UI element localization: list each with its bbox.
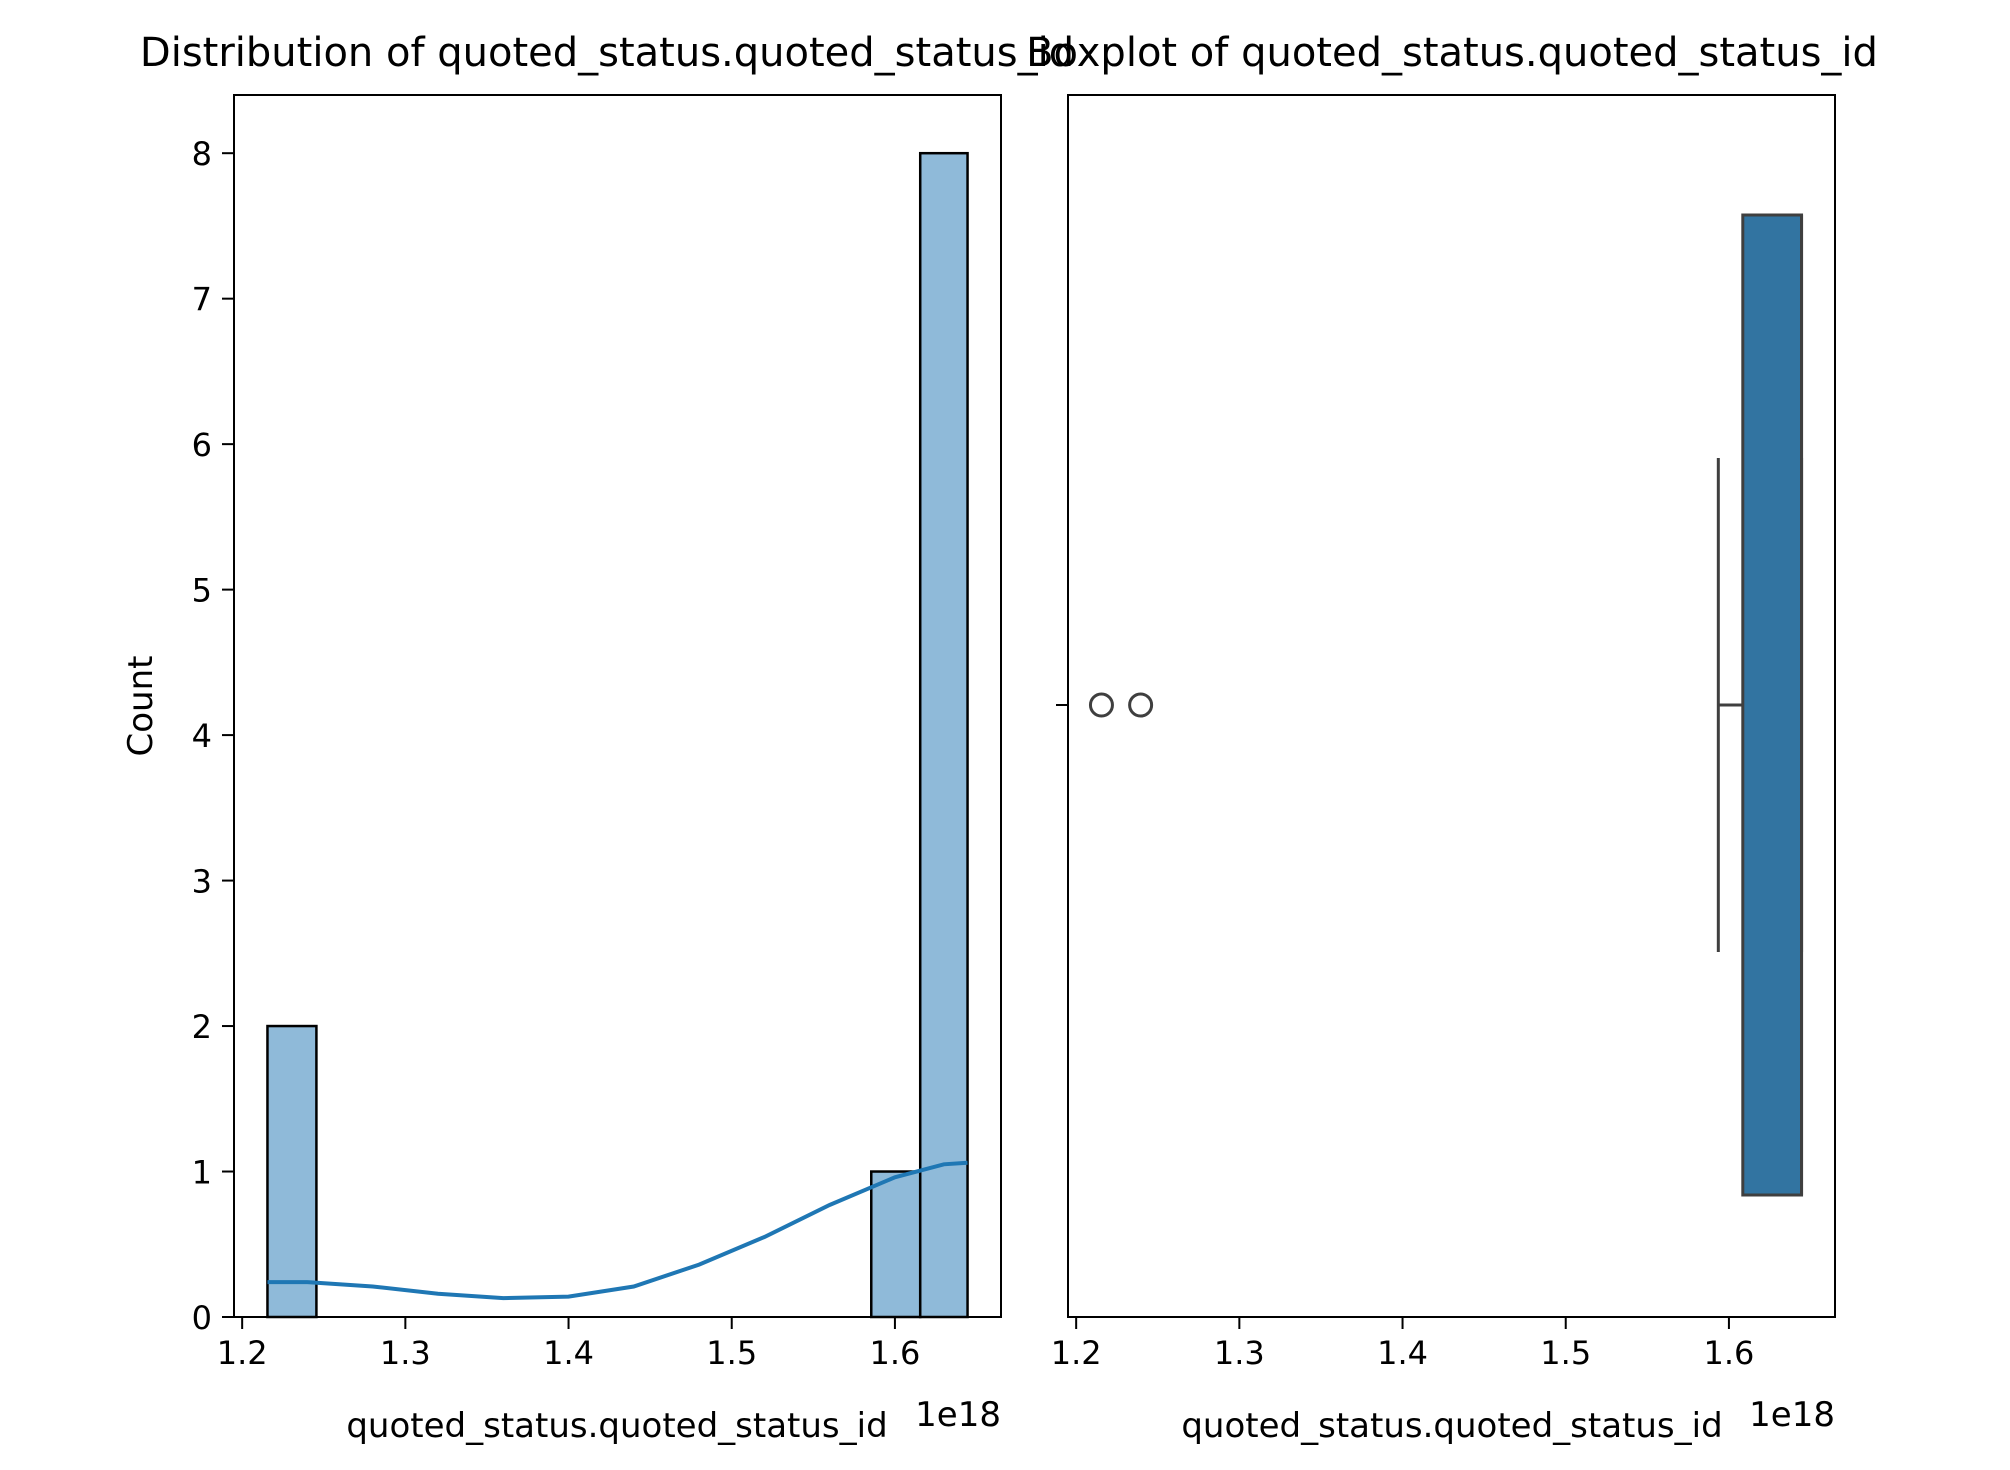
histogram-x-tick-label: 1.2 <box>217 1334 268 1372</box>
histogram-x-tick-label: 1.5 <box>706 1334 757 1372</box>
histogram-x-ticks: 1.2 1.3 1.4 1.5 1.6 <box>217 1317 920 1372</box>
boxplot-outlier <box>1088 692 1114 718</box>
histogram-x-tick-label: 1.6 <box>869 1334 920 1372</box>
histogram-y-label: Count <box>121 656 161 757</box>
boxplot-x-tick-label: 1.3 <box>1214 1334 1265 1372</box>
boxplot-x-label: quoted_status.quoted_status_id <box>1181 1406 1722 1446</box>
kde-curve <box>267 1160 968 1301</box>
boxplot-box <box>1741 213 1804 1197</box>
histogram-y-ticks: 0 1 2 3 4 5 6 7 8 <box>192 135 234 1337</box>
boxplot-x-ticks: 1.2 1.3 1.4 1.5 1.6 <box>1051 1317 1754 1372</box>
histogram-axes-frame <box>233 94 1002 1318</box>
boxplot-x-tick-label: 1.5 <box>1540 1334 1591 1372</box>
histogram-y-tick-label: 2 <box>192 1008 212 1046</box>
histogram-y-tick-label: 4 <box>192 717 212 755</box>
histogram-y-tick-label: 0 <box>192 1299 212 1337</box>
histogram-y-tick-label: 5 <box>192 572 212 610</box>
histogram-bar <box>870 1170 922 1319</box>
histogram-y-tick-label: 6 <box>192 426 212 464</box>
boxplot-title: Boxplot of quoted_status.quoted_status_i… <box>1026 30 1878 76</box>
boxplot-x-tick-label: 1.4 <box>1377 1334 1428 1372</box>
histogram-panel: Distribution of quoted_status.quoted_sta… <box>121 30 1074 1446</box>
histogram-bar <box>266 1024 318 1319</box>
histogram-title: Distribution of quoted_status.quoted_sta… <box>140 30 1074 76</box>
histogram-y-tick-label: 8 <box>192 135 212 173</box>
histogram-y-tick-label: 1 <box>192 1154 212 1192</box>
boxplot-x-offset-label: 1e18 <box>1749 1395 1835 1435</box>
histogram-y-tick-label: 7 <box>192 281 212 319</box>
histogram-x-offset-label: 1e18 <box>915 1395 1001 1435</box>
boxplot <box>1088 213 1804 1197</box>
histogram-bar <box>918 151 969 1319</box>
histogram-bars <box>266 151 969 1319</box>
boxplot-outlier <box>1128 692 1154 718</box>
histogram-x-tick-label: 1.4 <box>543 1334 594 1372</box>
boxplot-x-tick-label: 1.2 <box>1051 1334 1102 1372</box>
histogram-y-tick-label: 3 <box>192 863 212 901</box>
boxplot-panel: Boxplot of quoted_status.quoted_status_i… <box>1026 30 1878 1446</box>
histogram-x-label: quoted_status.quoted_status_id <box>346 1406 887 1446</box>
histogram-x-tick-label: 1.3 <box>380 1334 431 1372</box>
boxplot-x-tick-label: 1.6 <box>1703 1334 1754 1372</box>
